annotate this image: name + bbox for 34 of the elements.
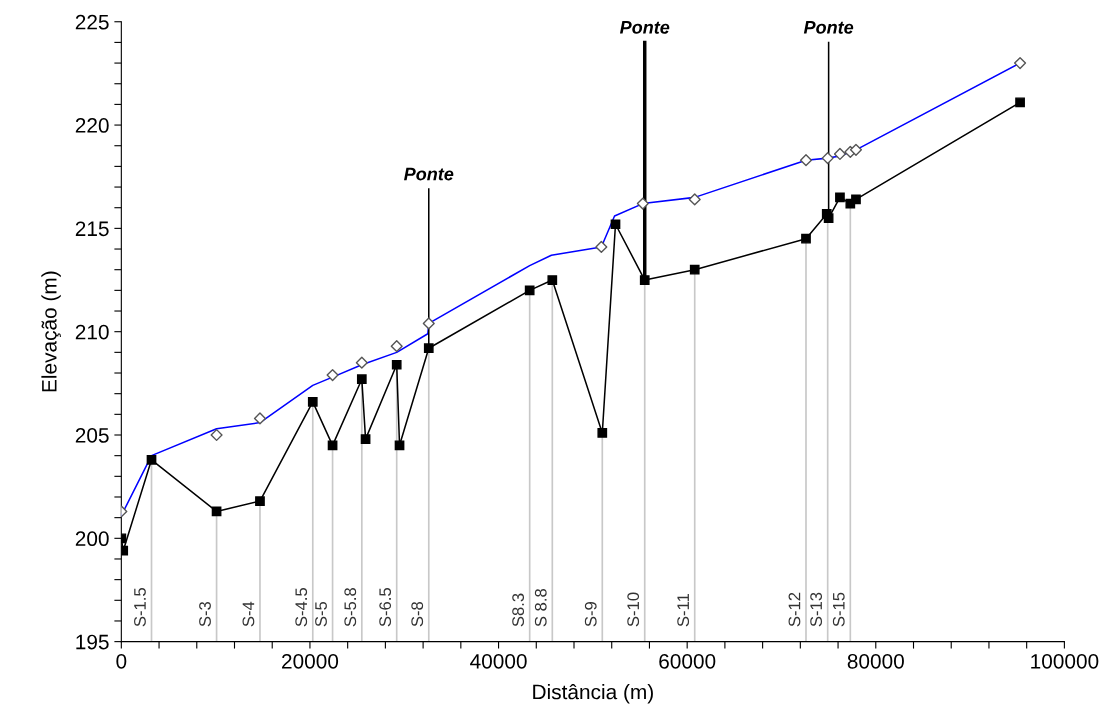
x-tick-label: 40000: [470, 653, 527, 669]
annotation: S-4.5: [295, 588, 308, 627]
annotation: S-8: [411, 601, 424, 627]
y-axis-title: Elevação (m): [41, 271, 61, 392]
x-tick-label: 100000: [1031, 653, 1099, 669]
x-tick-label: 80000: [847, 653, 904, 669]
annotation: S-11: [677, 594, 690, 627]
annotation: S8.3: [512, 593, 525, 627]
y-tick-label: 205: [75, 428, 109, 443]
y-tick-label: 210: [75, 324, 109, 340]
annotation: S-4: [242, 601, 255, 627]
annotation: Ponte: [404, 167, 454, 181]
y-tick-label: 200: [75, 531, 109, 547]
annotation: S-1.5: [134, 588, 146, 627]
annotation: S-15: [832, 592, 845, 627]
annotation: S-5: [315, 601, 327, 627]
annotation: Ponte: [803, 21, 854, 34]
x-tick-label: 60000: [659, 653, 716, 669]
annotation: Ponte: [619, 21, 670, 34]
x-axis-title: Distância (m): [533, 683, 653, 704]
annotation: S-3: [199, 601, 211, 627]
annotation: S-5.8: [344, 588, 357, 627]
y-tick-label: 215: [75, 221, 109, 237]
annotation: S-6.5: [379, 588, 392, 627]
annotation: S-9: [584, 602, 597, 627]
y-tick-label: 195: [76, 634, 109, 650]
annotation: S-13: [810, 592, 823, 627]
annotation: S-10: [627, 592, 640, 627]
x-tick-label: 20000: [282, 653, 339, 669]
x-tick-label: 0: [116, 653, 127, 669]
y-tick-label: 225: [75, 14, 109, 30]
annotation: S-12: [788, 592, 801, 627]
y-tick-label: 220: [75, 118, 109, 133]
annotation: S 8.8: [534, 588, 547, 627]
